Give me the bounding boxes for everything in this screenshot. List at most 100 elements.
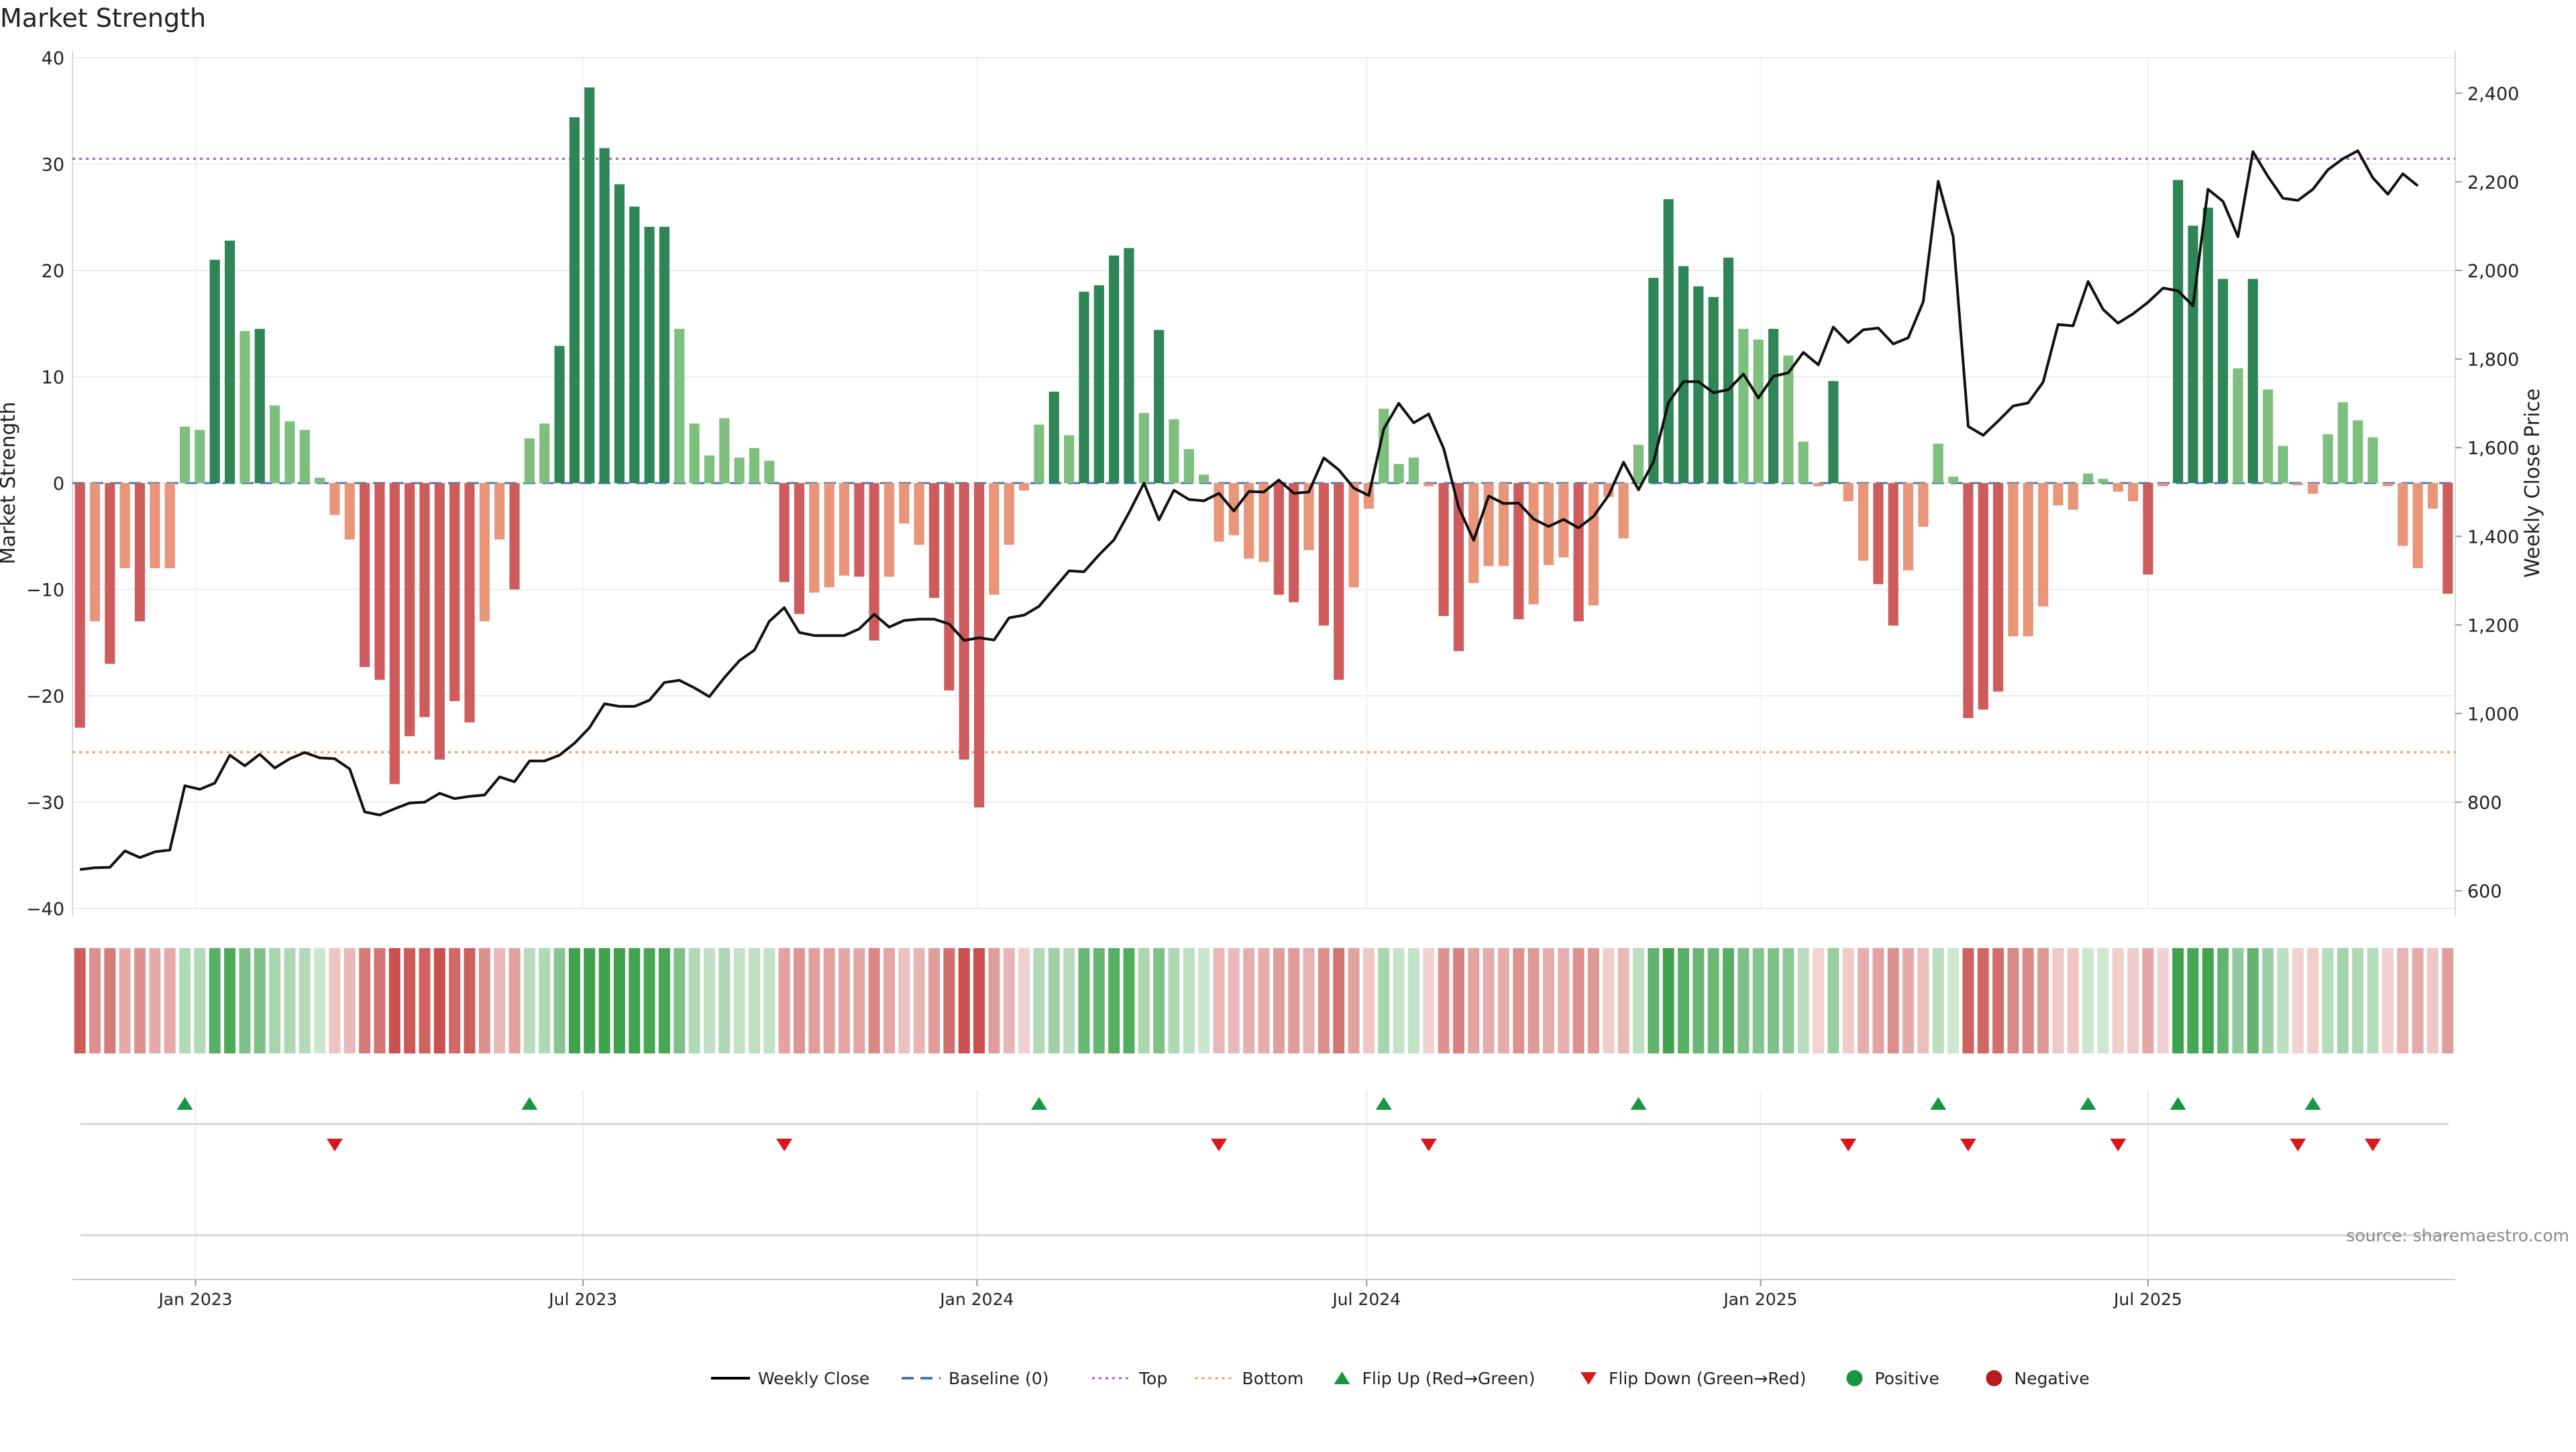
flip-down-marker [326, 1139, 343, 1151]
strip-cell [853, 948, 865, 1053]
legend-item: Flip Down (Green→Red) [1580, 1369, 1807, 1388]
strip-cell [89, 948, 101, 1053]
strength-bar [1498, 483, 1509, 566]
y-tick-right: 1,600 [2467, 438, 2519, 459]
strip-cell [973, 948, 985, 1053]
strip-cell [748, 948, 760, 1053]
flip-markers [80, 1097, 2449, 1237]
strip-cell [2127, 948, 2139, 1053]
strip-cell [763, 948, 775, 1053]
strength-bar [1334, 483, 1344, 680]
strength-bar [2247, 278, 2259, 483]
strength-bar [1828, 380, 1839, 483]
strength-bar [344, 483, 355, 540]
strength-bar [1199, 474, 1210, 483]
strip-cell [988, 948, 1000, 1053]
strength-bar [1873, 483, 1884, 584]
strength-bar [1618, 483, 1629, 539]
strength-bars [74, 87, 2453, 808]
strip-cell [314, 948, 326, 1053]
strip-cell [343, 948, 356, 1053]
strip-cell [2037, 948, 2049, 1053]
strength-bar [734, 457, 745, 483]
strength-bar [224, 240, 235, 483]
x-tick-label: Jan 2024 [938, 1290, 1014, 1309]
strength-bar [134, 483, 146, 622]
strip-cell [2247, 948, 2259, 1053]
strength-bar [1034, 424, 1044, 483]
strength-bar [1723, 257, 1734, 483]
strip-cell [404, 948, 416, 1053]
strength-bar [1573, 483, 1584, 622]
strip-cell [1527, 948, 1540, 1053]
strip-cell [1153, 948, 1165, 1053]
strength-bar [1348, 483, 1359, 588]
strip-cell [419, 948, 431, 1053]
strength-bar [1438, 483, 1449, 617]
strip-cell [1842, 948, 1854, 1053]
strength-bar [1858, 483, 1869, 561]
strip-cell [134, 948, 146, 1053]
x-axis: Jan 2023 Jul 2023 Jan 2024 Jul 2024 Jan 2025… [72, 1279, 2455, 1309]
strip-cell [868, 948, 880, 1053]
legend-swatch [1986, 1370, 2002, 1386]
strength-bar [74, 483, 85, 728]
strip-cell [1513, 948, 1525, 1053]
strength-bar [1753, 340, 1764, 483]
strip-cell [119, 948, 131, 1053]
strip-cell [2112, 948, 2124, 1053]
strip-cell [449, 948, 461, 1053]
strength-bar [419, 483, 430, 717]
strength-bar [824, 483, 835, 588]
strip-cell [1093, 948, 1105, 1053]
strength-bar [1424, 483, 1434, 486]
strip-cell [658, 948, 670, 1053]
strength-bar [1978, 483, 1988, 710]
strength-bar [839, 483, 850, 576]
strength-bar [1963, 483, 1974, 719]
strip-cell [2157, 948, 2169, 1053]
strip-cell [1273, 948, 1285, 1053]
strip-cell [2427, 948, 2438, 1053]
strip-cell [2337, 948, 2349, 1053]
strip-cell [74, 948, 86, 1053]
strip-cell [1033, 948, 1045, 1053]
strength-bar [524, 438, 535, 483]
strength-bar [1183, 449, 1194, 483]
legend-swatch [1846, 1370, 1863, 1386]
flip-up-marker [1630, 1097, 1647, 1110]
flip-up-marker [176, 1097, 193, 1110]
flip-down-marker [2110, 1139, 2127, 1151]
strip-cell [2381, 948, 2394, 1053]
strength-bar [509, 483, 520, 590]
strip-cell [1333, 948, 1345, 1053]
strength-bar [494, 483, 505, 540]
strength-bar [1798, 442, 1809, 483]
strength-bar [928, 483, 940, 599]
strip-cell [958, 948, 970, 1053]
legend-label: Top [1138, 1369, 1167, 1388]
strip-cell [1497, 948, 1509, 1053]
strength-bar [1244, 483, 1254, 559]
flip-up-marker [521, 1097, 538, 1110]
source-note: source: sharemaestro.com [2347, 1226, 2570, 1245]
strip-cell [1603, 948, 1615, 1053]
strength-bar [2202, 207, 2213, 483]
legend-label: Baseline (0) [949, 1369, 1049, 1388]
strip-cell [149, 948, 161, 1053]
x-tick-label: Jul 2024 [1331, 1290, 1401, 1309]
strip-cell [284, 948, 296, 1053]
strength-bar [1004, 483, 1014, 545]
strip-cell [1872, 948, 1884, 1053]
strip-cell [478, 948, 490, 1053]
strength-bar [464, 483, 475, 723]
strip-cell [839, 948, 850, 1053]
flip-up-marker [1930, 1097, 1947, 1110]
strip-cell [584, 948, 596, 1053]
legend-label: Bottom [1242, 1369, 1304, 1388]
strength-bar [1663, 199, 1674, 483]
strip-cell [1123, 948, 1135, 1053]
strip-cell [1947, 948, 1960, 1053]
strip-cell [898, 948, 910, 1053]
strip-cell [598, 948, 610, 1053]
